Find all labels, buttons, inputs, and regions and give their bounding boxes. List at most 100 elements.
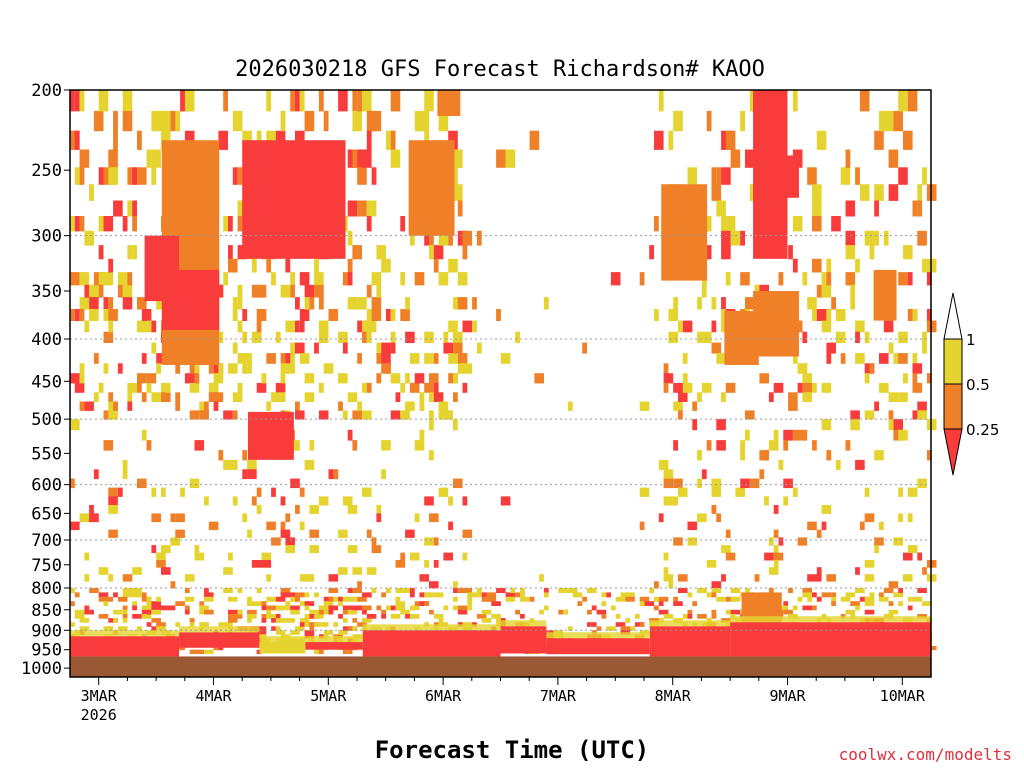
ri-cell bbox=[256, 382, 267, 393]
ri-cell bbox=[328, 596, 334, 602]
ri-cell bbox=[768, 392, 774, 402]
ri-cell bbox=[323, 110, 329, 132]
y-tick-label: 750 bbox=[31, 556, 62, 576]
ri-cell bbox=[242, 363, 248, 374]
ri-cell bbox=[208, 382, 219, 393]
ri-cell bbox=[893, 592, 903, 598]
ri-cell bbox=[108, 149, 118, 168]
ri-cell bbox=[266, 609, 272, 615]
ri-cell bbox=[314, 284, 324, 298]
ri-cell bbox=[453, 392, 458, 402]
ri-cell bbox=[859, 521, 865, 531]
ri-cell bbox=[706, 560, 717, 568]
ri-cell bbox=[285, 601, 291, 606]
ri-cell bbox=[74, 130, 80, 150]
ri-cell bbox=[285, 320, 295, 333]
ri-cell bbox=[366, 110, 377, 132]
ri-cell bbox=[376, 373, 382, 384]
ri-cell bbox=[237, 609, 243, 615]
ri-cell bbox=[256, 309, 267, 321]
ri-cell bbox=[845, 440, 851, 451]
ri-cell bbox=[644, 601, 655, 606]
ri-cell bbox=[826, 258, 832, 273]
ri-cell bbox=[788, 392, 798, 402]
ri-cell bbox=[625, 592, 635, 598]
ri-cell bbox=[510, 588, 516, 593]
ri-cell bbox=[898, 90, 908, 112]
ri-cell bbox=[352, 588, 362, 593]
ri-cell bbox=[146, 622, 152, 627]
ri-cell bbox=[926, 450, 932, 461]
ri-cell bbox=[328, 309, 339, 321]
y-tick-label: 700 bbox=[31, 531, 62, 551]
ri-cell bbox=[338, 90, 348, 112]
ri-cell bbox=[122, 110, 133, 132]
ri-cell bbox=[821, 521, 827, 531]
ri-cell bbox=[596, 609, 607, 615]
ri-cell bbox=[792, 605, 798, 611]
boundary-layer-band bbox=[362, 630, 501, 657]
ri-cell bbox=[79, 297, 90, 310]
ri-cell bbox=[74, 382, 85, 393]
ri-cell bbox=[247, 618, 252, 623]
ri-cell bbox=[716, 419, 726, 431]
ri-cell bbox=[275, 382, 286, 393]
ri-cell bbox=[395, 601, 406, 606]
ri-cell bbox=[184, 605, 190, 611]
ri-cell bbox=[70, 216, 75, 232]
ri-cell bbox=[835, 459, 841, 470]
ri-cell bbox=[453, 581, 458, 589]
ri-cell bbox=[338, 596, 343, 602]
ri-cell bbox=[721, 392, 726, 402]
ri-cell bbox=[807, 392, 812, 402]
ri-cell bbox=[467, 601, 473, 606]
ri-cell bbox=[84, 401, 90, 411]
ri-cell bbox=[218, 130, 228, 150]
ri-cell bbox=[390, 90, 401, 112]
ri-cell bbox=[390, 342, 396, 354]
ri-cell bbox=[194, 363, 200, 374]
ri-cell bbox=[840, 596, 851, 602]
ri-cell bbox=[362, 382, 367, 393]
chart-title: 2026030218 GFS Forecast Richardson# KAOO bbox=[235, 57, 765, 82]
ri-cell bbox=[433, 258, 439, 273]
ri-cell bbox=[108, 309, 118, 321]
ri-cell bbox=[314, 592, 319, 598]
ri-cell bbox=[907, 596, 913, 602]
ri-cell bbox=[117, 626, 128, 631]
ri-cell bbox=[467, 592, 477, 598]
ri-cell bbox=[438, 230, 449, 246]
ri-cell bbox=[701, 469, 707, 480]
ri-cell bbox=[290, 284, 295, 298]
ri-cell bbox=[256, 487, 262, 497]
boundary-layer-band bbox=[649, 626, 731, 657]
ri-cell bbox=[711, 320, 717, 333]
ri-cell bbox=[137, 373, 147, 384]
plot-area bbox=[70, 90, 937, 677]
ri-cell bbox=[481, 609, 492, 615]
ri-cell bbox=[295, 596, 300, 602]
ri-cell bbox=[845, 272, 856, 286]
ri-cell bbox=[711, 609, 717, 615]
ri-cell bbox=[204, 401, 209, 411]
ri-cell bbox=[424, 537, 434, 546]
ri-cell bbox=[357, 167, 367, 185]
ri-cell bbox=[500, 588, 506, 593]
ri-cell bbox=[721, 545, 731, 554]
ri-cell bbox=[304, 592, 310, 598]
y-tick-label: 850 bbox=[31, 601, 62, 621]
ri-cell bbox=[314, 342, 319, 354]
ri-cell bbox=[347, 649, 353, 654]
ri-cell-cluster bbox=[776, 155, 799, 198]
ri-cell bbox=[113, 592, 118, 598]
ri-cell bbox=[610, 272, 621, 286]
ri-cell bbox=[275, 605, 286, 611]
ri-cell bbox=[108, 297, 114, 310]
ri-cell bbox=[213, 373, 224, 384]
ri-cell bbox=[371, 110, 382, 132]
ri-cell bbox=[740, 478, 750, 489]
ri-cell bbox=[79, 373, 85, 384]
ri-cell bbox=[649, 588, 654, 593]
ri-cell bbox=[539, 609, 544, 615]
ri-cell bbox=[232, 167, 238, 185]
